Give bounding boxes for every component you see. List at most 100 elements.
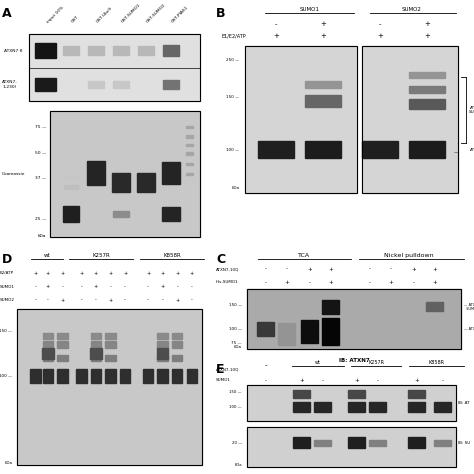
Bar <box>245 46 356 193</box>
Text: wt: wt <box>315 360 320 365</box>
Bar <box>43 369 53 383</box>
Text: 50 —: 50 — <box>35 151 46 155</box>
Text: 100 —: 100 — <box>226 148 239 152</box>
Text: -: - <box>191 298 193 303</box>
Text: -: - <box>264 280 266 285</box>
Text: -: - <box>369 280 371 285</box>
Bar <box>157 369 168 383</box>
Bar <box>348 437 365 448</box>
Bar <box>409 72 445 78</box>
Text: -: - <box>35 298 36 303</box>
Bar <box>88 82 104 88</box>
Bar <box>322 300 339 314</box>
Text: -: - <box>390 266 392 272</box>
Bar <box>186 173 193 175</box>
Text: 100 —: 100 — <box>229 405 242 409</box>
Text: -: - <box>109 284 111 289</box>
Bar <box>162 207 181 221</box>
Bar <box>247 427 456 467</box>
Text: -: - <box>264 378 266 383</box>
Text: 37 —: 37 — <box>35 175 46 180</box>
Bar <box>293 402 310 412</box>
Text: +: + <box>109 298 113 303</box>
Bar <box>186 163 193 165</box>
Text: 250 —: 250 — <box>226 58 239 63</box>
Text: +: + <box>432 280 438 285</box>
Text: +: + <box>328 280 333 285</box>
Text: 150 —: 150 — <box>226 95 239 99</box>
Text: C: C <box>216 254 225 266</box>
Bar <box>57 369 68 383</box>
Text: TCA: TCA <box>299 253 310 258</box>
Text: A: A <box>2 7 12 20</box>
Text: -: - <box>285 266 287 272</box>
Text: ATXN7 fl: ATXN7 fl <box>4 49 23 53</box>
Bar <box>434 440 451 446</box>
Bar <box>163 80 179 90</box>
Bar <box>247 289 461 349</box>
Bar <box>111 173 130 192</box>
Text: +: + <box>109 271 113 276</box>
Text: ATXN7-10Q: ATXN7-10Q <box>216 367 239 371</box>
Bar <box>163 45 179 56</box>
Bar <box>314 440 331 446</box>
Bar <box>113 46 129 55</box>
Bar <box>57 341 68 348</box>
Text: +: + <box>424 33 430 39</box>
Bar <box>143 369 153 383</box>
Text: ATXN7-
1-230): ATXN7- 1-230) <box>2 80 18 89</box>
Text: -: - <box>264 266 266 272</box>
Text: -: - <box>176 284 178 289</box>
Text: kDa: kDa <box>5 461 12 465</box>
Text: +: + <box>300 378 304 383</box>
Bar <box>162 162 181 183</box>
Text: +: + <box>79 271 83 276</box>
Text: +: + <box>354 378 359 383</box>
Text: 25 —: 25 — <box>35 217 46 221</box>
Text: 150 —: 150 — <box>0 329 12 333</box>
Bar <box>172 369 182 383</box>
Text: +: + <box>432 266 438 272</box>
Bar <box>157 355 168 362</box>
Bar <box>304 81 341 88</box>
Bar <box>408 390 425 398</box>
Bar <box>409 86 445 93</box>
Text: -: - <box>35 284 36 289</box>
Bar <box>304 95 341 108</box>
Text: -: - <box>264 362 267 368</box>
Text: +: + <box>320 33 326 39</box>
Bar <box>369 440 386 446</box>
Bar <box>64 185 78 189</box>
Bar <box>64 176 78 179</box>
Text: — ATX: — ATX <box>464 327 474 331</box>
Text: SUMO1: SUMO1 <box>300 7 319 12</box>
Text: 150 —: 150 — <box>229 390 242 393</box>
Text: — ATX
  SUM: — ATX SUM <box>464 302 474 311</box>
Text: E2/ATP: E2/ATP <box>0 272 14 275</box>
Bar <box>137 46 155 55</box>
Text: -: - <box>81 284 82 289</box>
Bar <box>247 289 461 349</box>
Text: 100 —: 100 — <box>229 327 242 331</box>
Bar <box>427 302 443 311</box>
Text: -: - <box>442 378 444 383</box>
Bar <box>63 46 79 55</box>
Text: 75 —: 75 — <box>231 340 242 345</box>
Bar <box>43 355 53 362</box>
Bar <box>91 341 101 348</box>
Bar <box>43 341 53 348</box>
Text: -: - <box>147 284 149 289</box>
Bar <box>301 320 318 343</box>
Bar <box>30 369 41 383</box>
Text: +: + <box>190 271 194 276</box>
Bar <box>186 152 193 155</box>
Text: -: - <box>47 298 49 303</box>
Text: Nickel pulldown: Nickel pulldown <box>384 253 434 258</box>
Bar <box>362 141 398 158</box>
Bar <box>247 427 456 467</box>
Bar <box>172 341 182 348</box>
Bar <box>105 369 116 383</box>
Bar <box>43 333 53 339</box>
Text: +: + <box>377 33 383 39</box>
Bar <box>50 111 200 237</box>
